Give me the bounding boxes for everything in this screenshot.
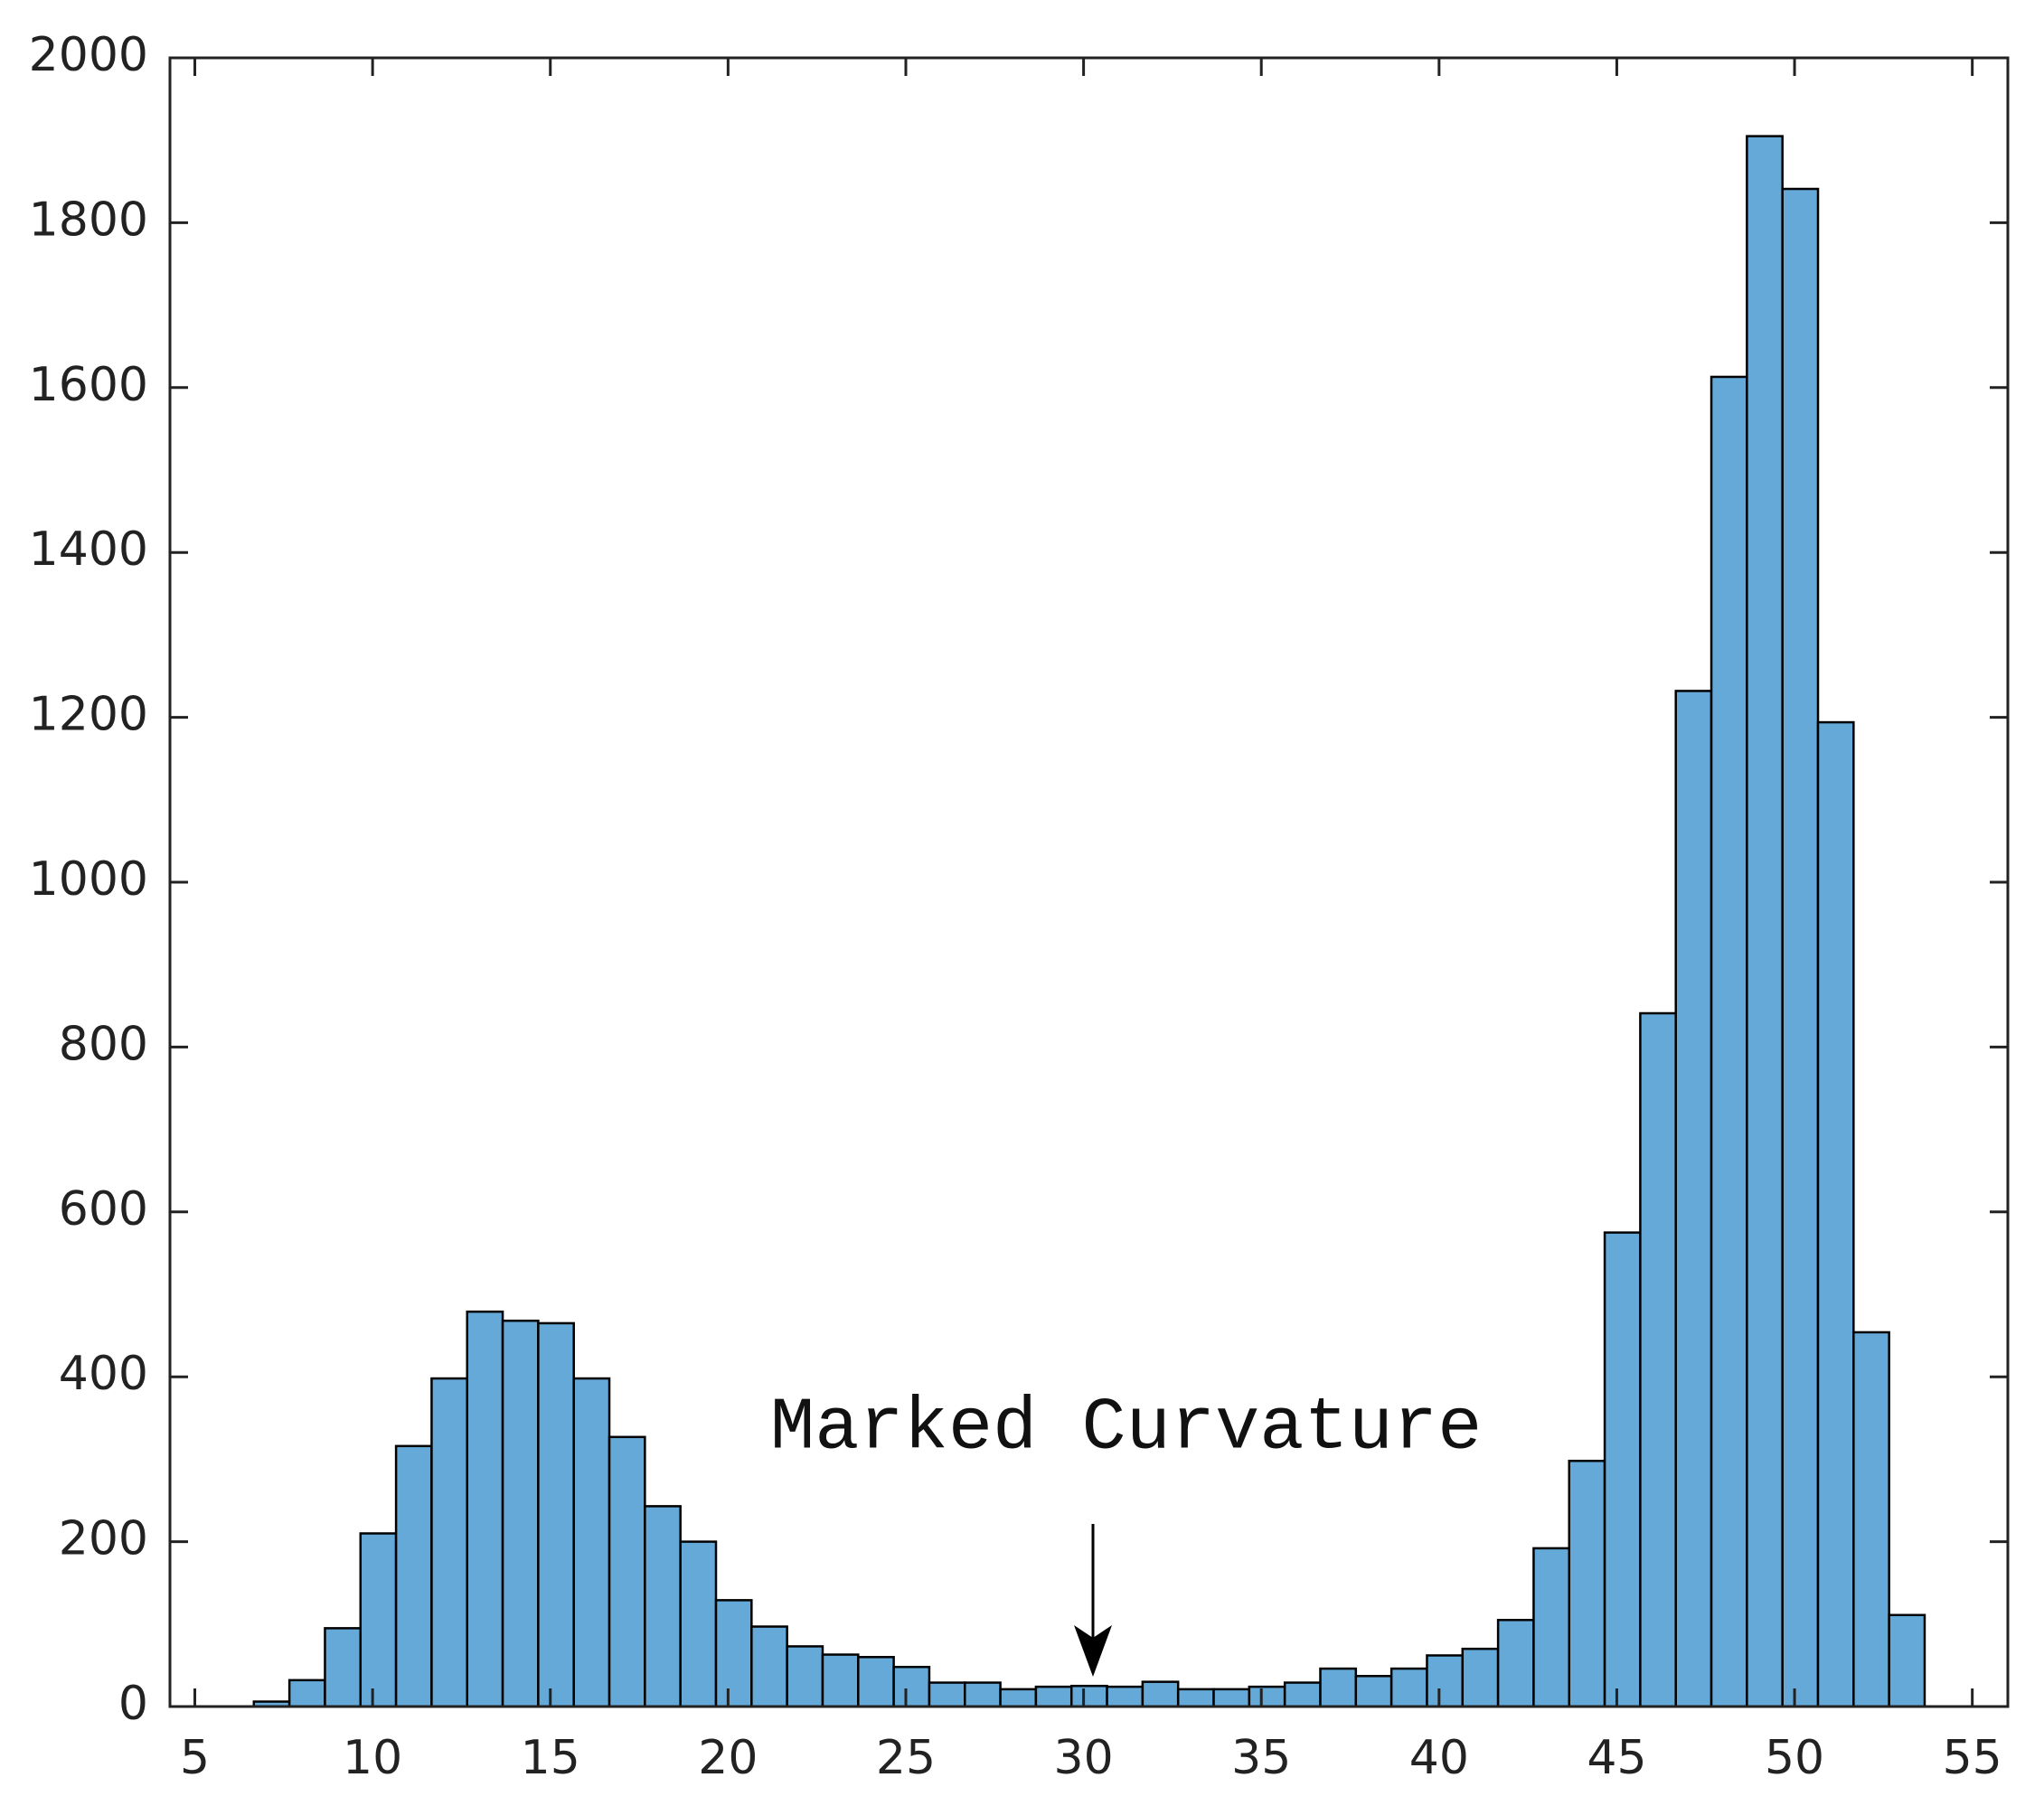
bar — [1852, 1331, 1890, 1708]
bar — [1212, 1688, 1251, 1708]
y-tick-label: 600 — [59, 1182, 148, 1237]
y-tick-label: 200 — [59, 1512, 148, 1566]
y-tick-label: 1000 — [29, 852, 148, 907]
bar — [1248, 1685, 1286, 1708]
bar — [892, 1665, 931, 1708]
bar — [324, 1627, 363, 1708]
bar — [1141, 1680, 1180, 1708]
y-tick-label: 1600 — [29, 358, 148, 412]
bar — [1319, 1667, 1358, 1708]
annotation-arrow-head — [1074, 1625, 1112, 1677]
y-tick-label: 400 — [59, 1347, 148, 1401]
x-tick-label: 10 — [343, 1731, 402, 1785]
y-tick-label: 1200 — [29, 688, 148, 742]
bar — [1354, 1675, 1393, 1708]
y-tick-label: 1800 — [29, 193, 148, 247]
x-tick-label: 20 — [698, 1731, 758, 1785]
bar — [1532, 1547, 1571, 1708]
bar — [1496, 1618, 1535, 1708]
bar — [1106, 1685, 1144, 1708]
bar — [750, 1625, 788, 1708]
y-tick-label: 2000 — [29, 28, 148, 82]
bar — [644, 1505, 682, 1708]
x-tick-label: 25 — [876, 1731, 936, 1785]
bar — [1603, 1231, 1642, 1708]
bar — [679, 1540, 718, 1708]
bar — [1710, 375, 1748, 1708]
bar — [572, 1377, 611, 1708]
x-tick-label: 30 — [1054, 1731, 1114, 1785]
bar — [359, 1532, 398, 1708]
bar — [501, 1319, 540, 1708]
bar — [1639, 1011, 1677, 1708]
bar — [999, 1688, 1038, 1708]
bar — [1426, 1654, 1465, 1708]
x-tick-label: 45 — [1587, 1731, 1646, 1785]
bar — [1746, 135, 1784, 1708]
bar — [1034, 1685, 1073, 1708]
bar — [714, 1599, 753, 1708]
bar — [1283, 1681, 1322, 1708]
annotation: Marked Curvature — [770, 1387, 1482, 1471]
bar — [1816, 720, 1855, 1708]
bar — [1069, 1684, 1108, 1708]
bar — [1176, 1688, 1215, 1708]
bar — [821, 1653, 860, 1708]
bar — [537, 1321, 575, 1708]
bar — [857, 1656, 895, 1708]
bar — [1568, 1459, 1606, 1708]
bar — [466, 1310, 504, 1708]
bar — [1389, 1667, 1428, 1708]
bar — [430, 1377, 468, 1708]
bar — [786, 1645, 824, 1708]
x-tick-label: 50 — [1765, 1731, 1824, 1785]
x-tick-label: 35 — [1231, 1731, 1291, 1785]
x-tick-label: 40 — [1409, 1731, 1469, 1785]
x-tick-label: 5 — [180, 1731, 210, 1785]
x-tick-label: 55 — [1943, 1731, 2002, 1785]
bar — [1674, 690, 1713, 1708]
bar — [964, 1681, 1002, 1708]
bar — [1461, 1647, 1500, 1708]
bar — [1888, 1613, 1926, 1708]
x-tick-label: 15 — [521, 1731, 580, 1785]
bar — [287, 1679, 326, 1708]
bar — [608, 1435, 646, 1708]
y-tick-label: 800 — [59, 1017, 148, 1071]
y-tick-label: 1400 — [29, 522, 148, 577]
y-tick-label: 0 — [118, 1677, 148, 1731]
bar — [928, 1681, 966, 1708]
bar — [1781, 187, 1820, 1708]
bar — [394, 1444, 433, 1708]
